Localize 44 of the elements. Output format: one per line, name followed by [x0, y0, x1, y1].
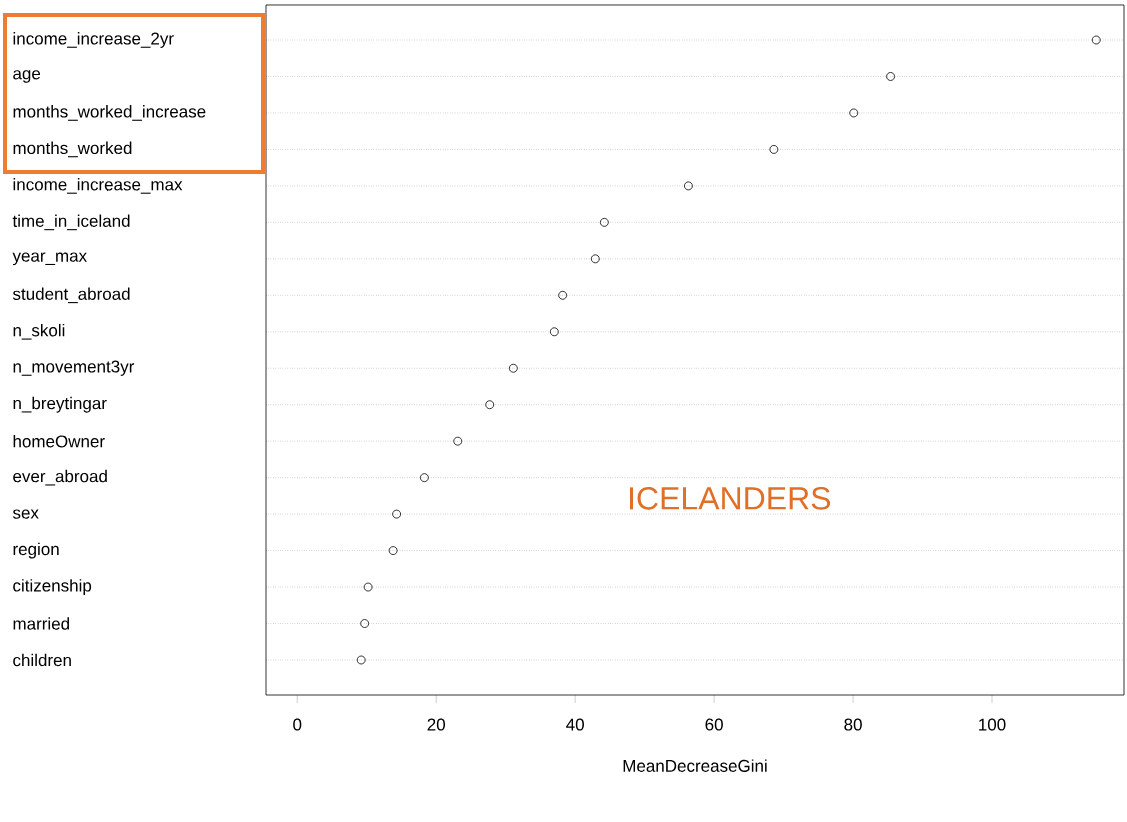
x-tick-label: 40 — [566, 718, 584, 731]
y-tick-label: income_increase_max — [13, 178, 183, 194]
y-tick-label: sex — [12, 509, 39, 519]
x-tick-label: 60 — [705, 718, 723, 731]
point — [360, 619, 370, 628]
y-tick-label: ever_abroad — [13, 469, 107, 486]
point — [849, 108, 859, 118]
point — [485, 400, 495, 410]
annotation: ICELANDERS — [630, 487, 831, 510]
x-tick-label: 80 — [844, 718, 862, 731]
y-tick-label: year_max — [12, 252, 87, 266]
x-tick-label: 0 — [293, 718, 302, 731]
y-tick-label: region — [13, 542, 59, 559]
point — [886, 72, 895, 81]
point — [590, 254, 600, 264]
point — [684, 181, 693, 191]
y-tick-label: age — [13, 70, 41, 83]
point — [392, 509, 402, 519]
point — [558, 290, 568, 300]
x-tick-label: 100 — [979, 718, 1006, 731]
x-axis-title: MeanDecreaseGini — [623, 759, 767, 772]
y-tick-label: children — [13, 653, 71, 667]
y-tick-label: n_breytingar — [13, 396, 107, 413]
point — [769, 145, 779, 154]
point — [599, 217, 609, 227]
point — [356, 655, 366, 665]
point — [420, 473, 429, 483]
y-tick-label: months_worked_increase — [13, 105, 206, 121]
point — [363, 582, 373, 592]
point — [1091, 35, 1101, 45]
y-tick-label: time_in_iceland — [12, 214, 130, 231]
y-tick-label: citizenship — [13, 579, 92, 595]
y-tick-label: n_skoli — [13, 323, 65, 340]
y-tick-label: months_worked — [13, 141, 132, 158]
point — [508, 363, 518, 373]
y-tick-label: married — [13, 617, 69, 630]
point — [549, 327, 559, 337]
y-tick-label: homeOwner — [13, 434, 105, 448]
point — [453, 436, 463, 446]
x-tick-label: 20 — [427, 718, 446, 731]
y-tick-label: income_increase_2yr — [13, 32, 174, 48]
y-tick-label: n_movement3yr — [13, 360, 135, 376]
y-tick-label: student_abroad — [12, 287, 130, 304]
point — [388, 546, 398, 555]
